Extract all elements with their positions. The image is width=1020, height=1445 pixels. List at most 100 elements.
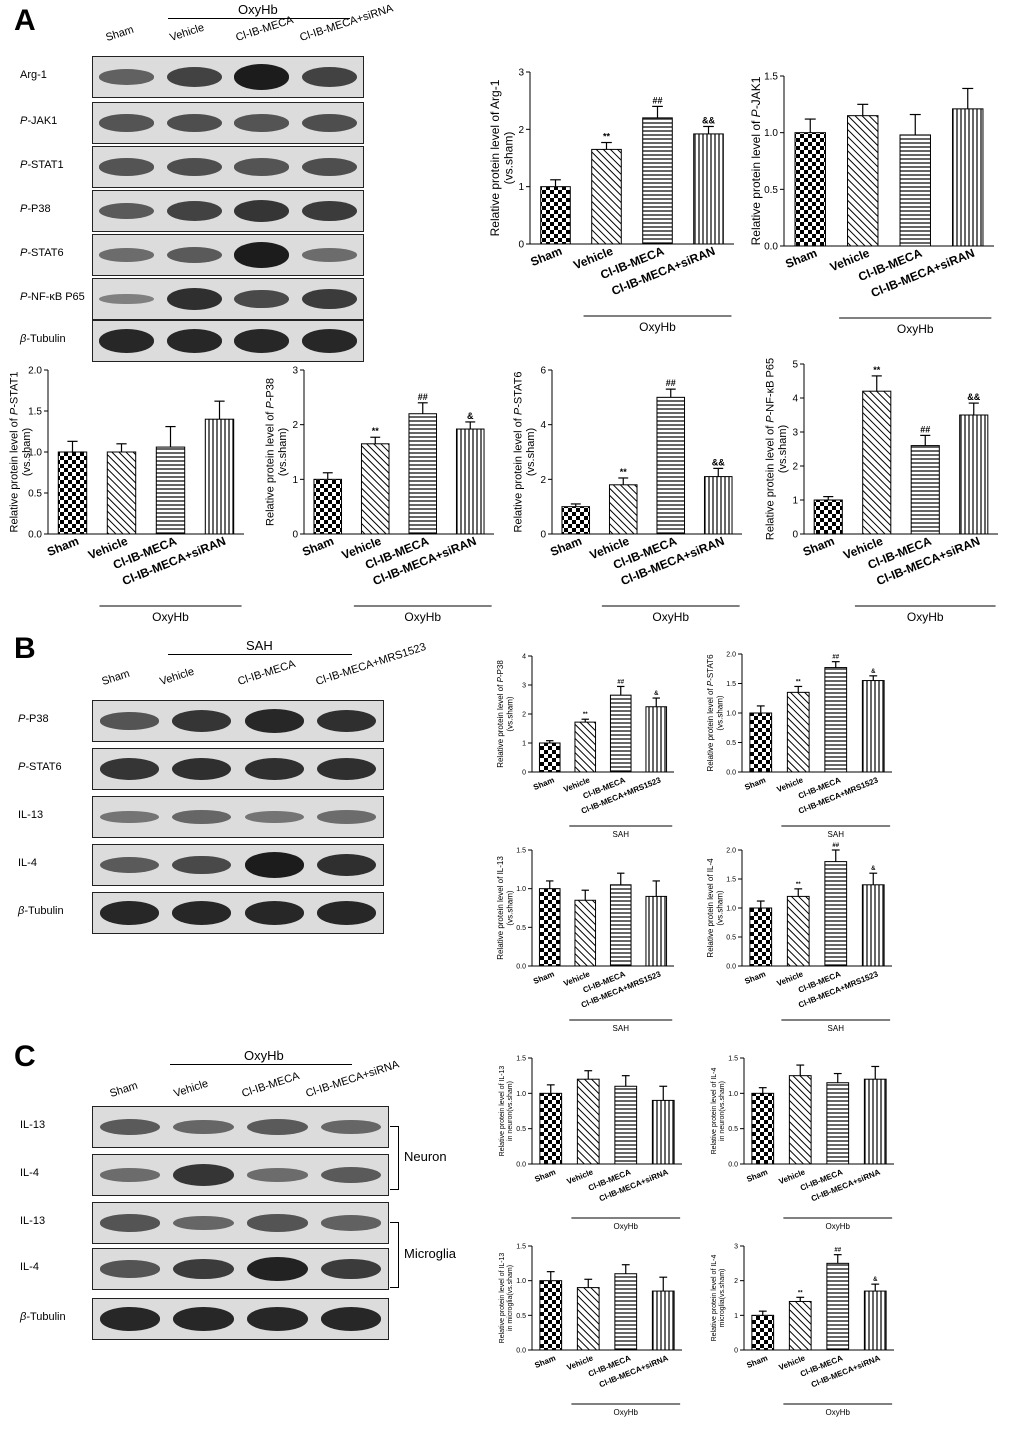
bar-1 bbox=[794, 132, 826, 247]
blot-band bbox=[99, 1214, 161, 1232]
significance-mark: && bbox=[702, 115, 715, 125]
bar-1 bbox=[313, 478, 343, 535]
significance-mark: ** bbox=[603, 132, 611, 142]
blot-band bbox=[99, 1118, 161, 1136]
y-tick-label: 0.5 bbox=[726, 740, 736, 747]
y-tick-label: 1.0 bbox=[516, 886, 526, 893]
bar-2 bbox=[788, 1300, 812, 1351]
y-axis-label-2: in neuron(vs.sham) bbox=[507, 1081, 514, 1141]
y-tick-label: 1.0 bbox=[764, 128, 778, 139]
category-label: Sham bbox=[532, 776, 556, 793]
y-axis-label-2: (vs.sham) bbox=[277, 428, 289, 476]
blot-row-label: β-Tubulin bbox=[20, 1311, 66, 1323]
y-axis-label: Relative protein level of IL-13 bbox=[499, 1253, 506, 1344]
blot-row-label: P-JAK1 bbox=[20, 115, 58, 127]
significance-mark: ## bbox=[834, 1248, 841, 1254]
bar-2 bbox=[591, 148, 622, 245]
bar-3 bbox=[609, 694, 632, 773]
significance-mark: ## bbox=[832, 843, 839, 849]
blot-strip bbox=[92, 748, 384, 790]
y-tick-label: 0.0 bbox=[764, 242, 778, 253]
group-bracket bbox=[390, 1222, 399, 1288]
bar-2 bbox=[608, 484, 638, 535]
y-tick-label: 0.5 bbox=[516, 1313, 526, 1320]
y-tick-label: 1.5 bbox=[764, 72, 778, 83]
group-label: OxyHb bbox=[826, 1222, 851, 1231]
bar-2 bbox=[576, 1287, 600, 1351]
y-tick-label: 3 bbox=[522, 682, 526, 689]
blot-header-label: OxyHb bbox=[238, 2, 278, 17]
blot-band bbox=[99, 293, 155, 305]
blot-band bbox=[247, 1118, 308, 1136]
y-tick-label: 0.5 bbox=[728, 1126, 738, 1133]
blot-band bbox=[166, 201, 222, 221]
bar-4 bbox=[959, 414, 989, 535]
blot-strip bbox=[92, 892, 384, 934]
y-tick-label: 1 bbox=[518, 182, 524, 193]
bar-1 bbox=[57, 451, 88, 535]
blot-band bbox=[166, 114, 222, 132]
bar-3 bbox=[656, 396, 686, 535]
y-tick-label: 2 bbox=[792, 462, 798, 473]
blot-row-label: P-NF-κB P65 bbox=[20, 291, 85, 303]
blot-row-label: IL-4 bbox=[20, 1167, 39, 1179]
bar-1 bbox=[538, 888, 561, 967]
y-tick-label: 0.0 bbox=[516, 1161, 526, 1168]
blot-band bbox=[247, 1214, 308, 1232]
bar-4 bbox=[703, 476, 733, 535]
blot-row-label: P-P38 bbox=[18, 713, 49, 725]
bar-2 bbox=[862, 390, 892, 535]
blot-band bbox=[99, 1260, 161, 1278]
group-label: OxyHb bbox=[614, 1408, 639, 1417]
blot-band bbox=[99, 856, 159, 874]
blot-row-label: P-STAT6 bbox=[20, 247, 64, 259]
y-tick-label: 3 bbox=[792, 428, 798, 439]
category-label: Cl-IB-MECA+siRNA bbox=[598, 1167, 670, 1203]
blot-band bbox=[99, 1168, 161, 1182]
blot-band bbox=[247, 1307, 308, 1331]
bar-4 bbox=[861, 680, 885, 773]
blot-band bbox=[234, 114, 290, 132]
y-axis-label-2: (vs.sham) bbox=[502, 132, 516, 185]
y-tick-label: 1.0 bbox=[728, 1091, 738, 1098]
y-tick-label: 1.5 bbox=[516, 1055, 526, 1062]
y-tick-label: 1.5 bbox=[728, 1055, 738, 1062]
blot-row-label: P-P38 bbox=[20, 203, 51, 215]
y-tick-label: 1 bbox=[734, 1313, 738, 1320]
blot-band bbox=[173, 1215, 234, 1231]
blot-header-line bbox=[168, 18, 350, 19]
bar-3 bbox=[614, 1273, 638, 1351]
category-label: Sham bbox=[783, 246, 819, 271]
y-tick-label: 6 bbox=[540, 366, 546, 377]
blot-band bbox=[301, 248, 357, 262]
blot-band bbox=[320, 1307, 382, 1331]
bar-3 bbox=[642, 117, 673, 245]
category-label: Sham bbox=[743, 776, 767, 793]
bar-2 bbox=[576, 1078, 600, 1165]
blot-band bbox=[172, 809, 232, 825]
y-tick-label: 0 bbox=[792, 530, 798, 541]
significance-mark: && bbox=[712, 457, 725, 467]
blot-header-line bbox=[170, 1064, 352, 1065]
ylabel-part: Relative protein level of bbox=[264, 409, 276, 526]
bar-4 bbox=[952, 108, 984, 247]
blot-row-label: IL-4 bbox=[20, 1261, 39, 1273]
y-tick-label: 2 bbox=[522, 711, 526, 718]
category-label: Sham bbox=[743, 970, 767, 987]
blot-band bbox=[99, 758, 159, 780]
y-tick-label: 4 bbox=[522, 653, 526, 660]
y-tick-label: 0.5 bbox=[726, 934, 736, 941]
significance-mark: & bbox=[871, 866, 876, 872]
y-tick-label: 1.0 bbox=[516, 1278, 526, 1285]
y-tick-label: 1 bbox=[292, 475, 298, 486]
lane-label: Cl-IB-MECA bbox=[236, 658, 297, 688]
y-axis-label: Relative protein level of P-P38 bbox=[264, 378, 276, 526]
y-tick-label: 0.5 bbox=[516, 1126, 526, 1133]
ylabel-part: P- bbox=[706, 678, 715, 686]
y-axis-label: Relative protein level of P-STAT6 bbox=[706, 654, 715, 772]
y-tick-label: 0.0 bbox=[726, 963, 736, 970]
blot-band bbox=[234, 242, 290, 268]
category-label: Sham bbox=[533, 1168, 557, 1185]
y-axis-label-2: (vs.sham) bbox=[777, 425, 789, 473]
